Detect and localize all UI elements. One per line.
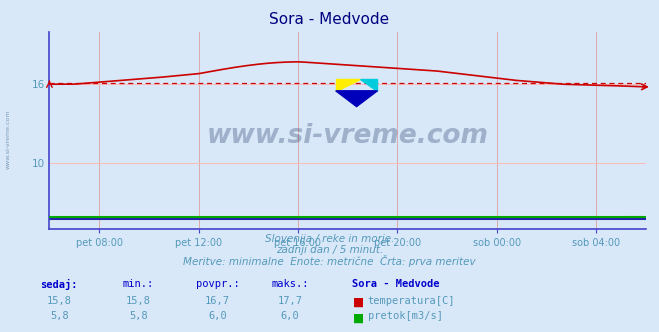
Text: pretok[m3/s]: pretok[m3/s] bbox=[368, 311, 443, 321]
Text: maks.:: maks.: bbox=[272, 279, 308, 289]
Text: sedaj:: sedaj: bbox=[41, 279, 78, 290]
Text: Sora - Medvode: Sora - Medvode bbox=[352, 279, 439, 289]
Text: temperatura[C]: temperatura[C] bbox=[368, 296, 455, 306]
Text: 5,8: 5,8 bbox=[50, 311, 69, 321]
Polygon shape bbox=[335, 79, 360, 91]
Text: 16,7: 16,7 bbox=[205, 296, 230, 306]
Text: min.:: min.: bbox=[123, 279, 154, 289]
Text: 6,0: 6,0 bbox=[281, 311, 299, 321]
Text: Slovenija / reke in morje.: Slovenija / reke in morje. bbox=[265, 234, 394, 244]
Text: Sora - Medvode: Sora - Medvode bbox=[270, 12, 389, 27]
Text: povpr.:: povpr.: bbox=[196, 279, 239, 289]
Polygon shape bbox=[360, 79, 378, 91]
Text: 5,8: 5,8 bbox=[129, 311, 148, 321]
Text: ■: ■ bbox=[353, 296, 364, 309]
Polygon shape bbox=[335, 91, 378, 107]
Text: 15,8: 15,8 bbox=[47, 296, 72, 306]
Text: 6,0: 6,0 bbox=[208, 311, 227, 321]
Text: www.si-vreme.com: www.si-vreme.com bbox=[207, 123, 488, 149]
Text: Meritve: minimalne  Enote: metrične  Črta: prva meritev: Meritve: minimalne Enote: metrične Črta:… bbox=[183, 255, 476, 267]
Text: 15,8: 15,8 bbox=[126, 296, 151, 306]
Text: 17,7: 17,7 bbox=[277, 296, 302, 306]
Text: www.si-vreme.com: www.si-vreme.com bbox=[5, 110, 11, 169]
Text: ■: ■ bbox=[353, 311, 364, 324]
Text: zadnji dan / 5 minut.: zadnji dan / 5 minut. bbox=[276, 245, 383, 255]
